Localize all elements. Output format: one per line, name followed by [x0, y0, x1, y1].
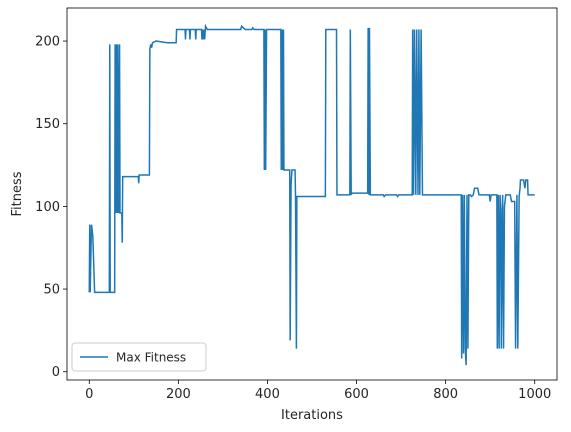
x-tick-label: 400	[255, 387, 280, 402]
y-tick-label: 150	[35, 117, 60, 132]
series-line-0	[88, 23, 535, 366]
y-tick-label: 50	[43, 283, 60, 298]
y-axis-label: Fitness	[10, 171, 25, 216]
x-tick-label: 600	[344, 387, 369, 402]
legend-label-max-fitness: Max Fitness	[116, 351, 186, 365]
axes-frame	[66, 7, 558, 381]
x-tick-label: 200	[166, 387, 191, 402]
x-axis-ticks: 0 200 400 600 800 1000	[85, 380, 551, 402]
y-tick-label: 100	[35, 200, 60, 215]
plot-area	[88, 23, 535, 366]
x-tick-label: 1000	[518, 387, 551, 402]
y-axis-ticks: 0 50 100 150 200	[35, 35, 67, 380]
x-axis-label: Iterations	[281, 408, 343, 423]
x-tick-label: 0	[85, 387, 93, 402]
legend: Max Fitness	[71, 342, 207, 372]
x-tick-label: 800	[433, 387, 458, 402]
y-tick-label: 0	[52, 365, 60, 380]
y-tick-label: 200	[35, 35, 60, 50]
legend-box	[71, 342, 207, 372]
